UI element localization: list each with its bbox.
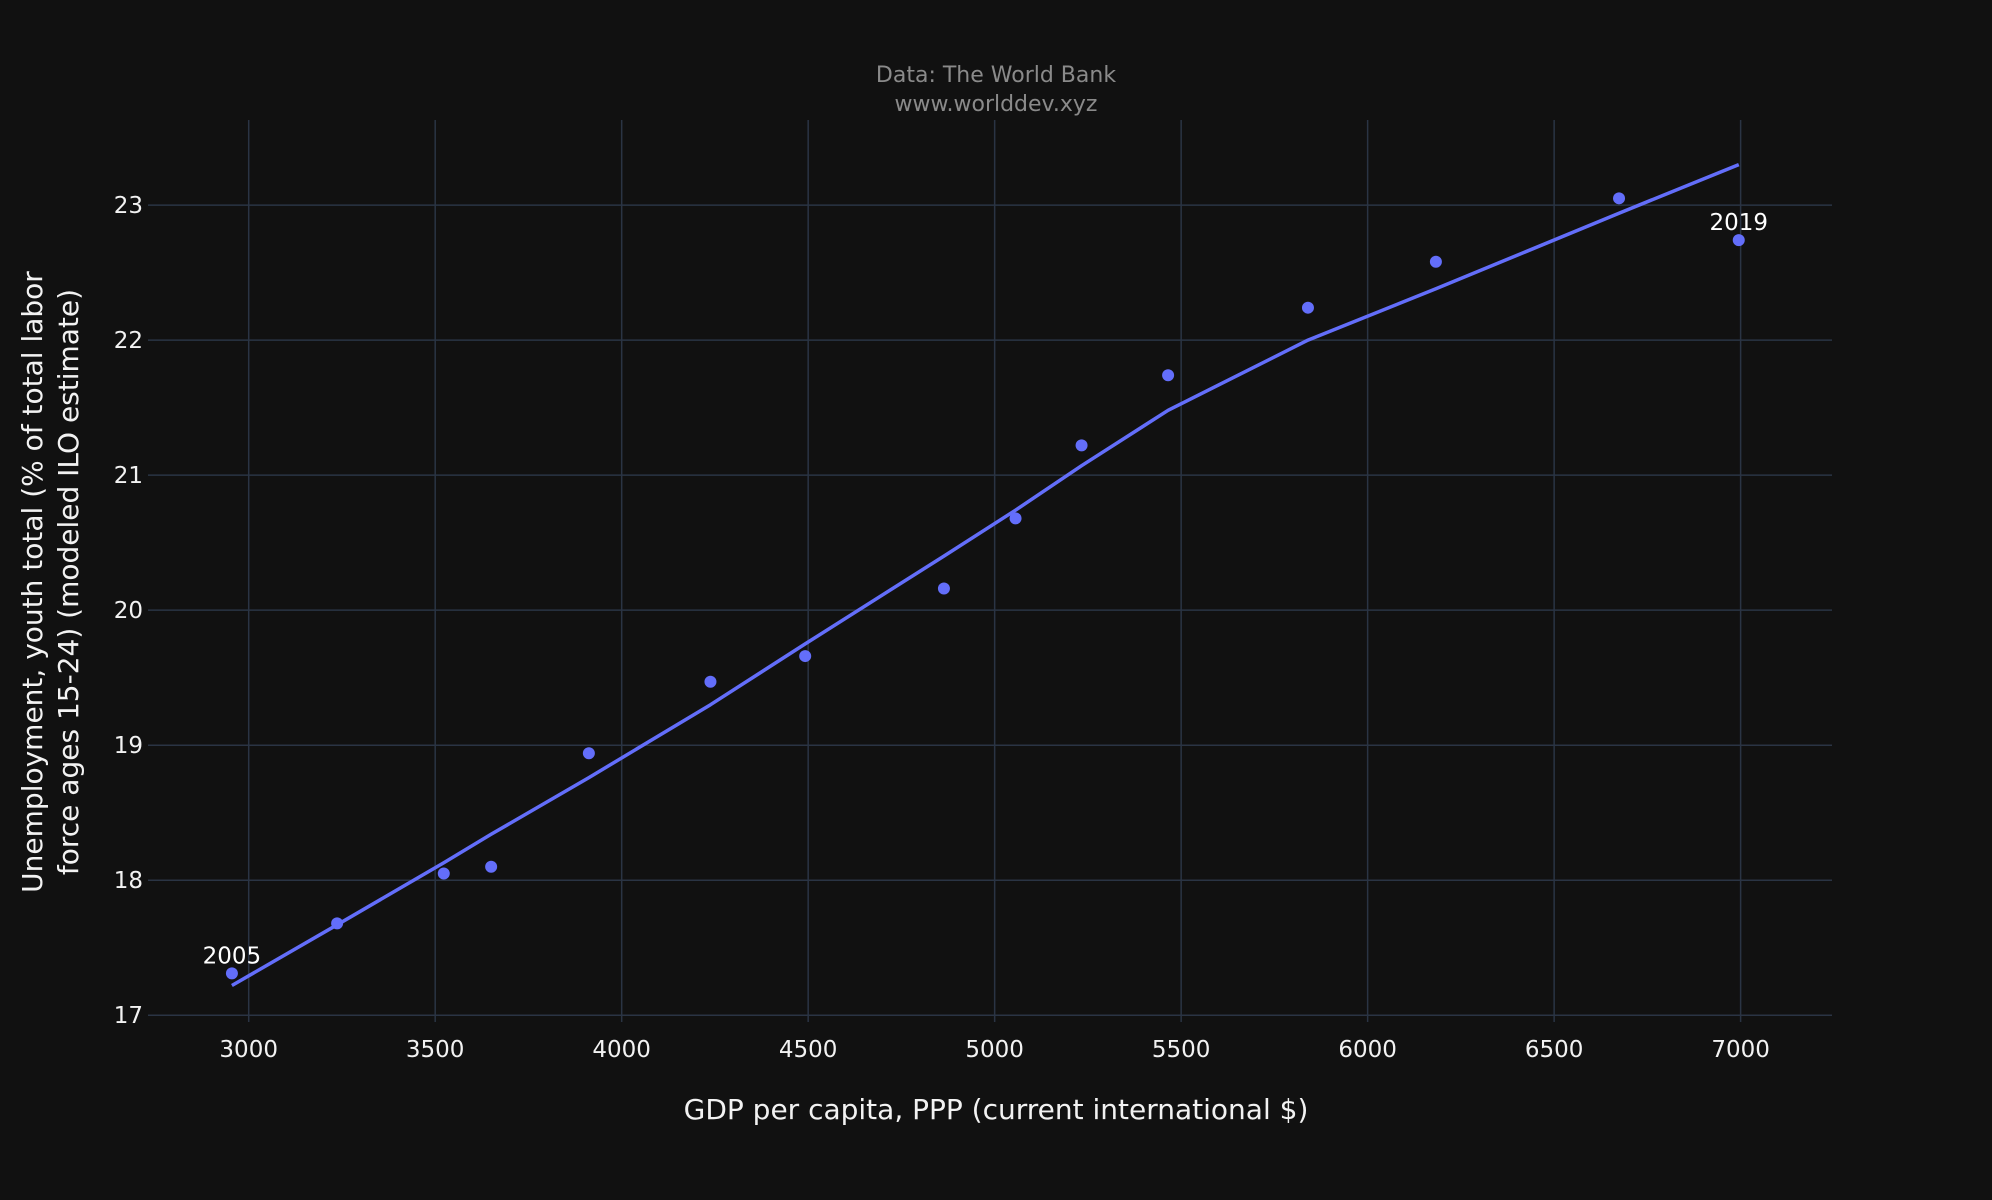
y-tick-label: 17 [114, 1003, 143, 1029]
y-tick-label: 18 [114, 868, 143, 894]
source-line-2: www.worlddev.xyz [895, 92, 1098, 117]
y-tick-label: 22 [114, 328, 143, 354]
data-points [225, 192, 1745, 980]
x-tick-label: 4000 [592, 1037, 651, 1063]
y-tick-label: 20 [114, 598, 143, 624]
y-tick-label: 23 [114, 193, 143, 219]
y-axis-title-line-2: force ages 15-24) (modeled ILO estimate) [52, 289, 85, 875]
x-tick-label: 6000 [1338, 1037, 1397, 1063]
x-tick-label: 3500 [406, 1037, 465, 1063]
data-point [704, 675, 717, 688]
x-tick-label: 5000 [965, 1037, 1024, 1063]
y-axis-ticks: 17 18 19 20 21 22 23 [114, 193, 143, 1029]
data-point [1162, 369, 1175, 382]
x-tick-label: 4500 [779, 1037, 838, 1063]
data-point [1613, 192, 1626, 205]
point-label: 2019 [1709, 210, 1768, 236]
data-point [1732, 234, 1745, 247]
data-point [799, 650, 812, 663]
trend-line [231, 162, 1740, 988]
y-axis-title-line-1: Unemployment, youth total (% of total la… [16, 271, 49, 893]
point-label: 2005 [203, 943, 262, 969]
y-axis-title: Unemployment, youth total (% of total la… [16, 271, 85, 893]
source-line-1: Data: The World Bank [876, 63, 1116, 88]
x-axis-ticks: 3000 3500 4000 4500 5000 5500 6000 6500 7000 [219, 1037, 1769, 1063]
grid [148, 120, 1832, 1022]
x-tick-label: 6500 [1525, 1037, 1584, 1063]
data-point [1301, 301, 1314, 314]
data-point [1429, 255, 1442, 268]
y-tick-label: 19 [114, 733, 143, 759]
data-point [437, 867, 450, 880]
data-point [1075, 439, 1088, 452]
x-tick-label: 7000 [1711, 1037, 1770, 1063]
x-axis-title: GDP per capita, PPP (current internation… [684, 1093, 1309, 1126]
data-point [485, 860, 498, 873]
data-point [225, 967, 238, 980]
x-tick-label: 3000 [219, 1037, 278, 1063]
data-point [582, 747, 595, 760]
data-point [1009, 512, 1022, 525]
x-tick-label: 5500 [1152, 1037, 1211, 1063]
data-point [937, 582, 950, 595]
data-point [331, 917, 344, 930]
point-labels: 2005 2019 [203, 210, 1768, 969]
y-tick-label: 21 [114, 463, 143, 489]
